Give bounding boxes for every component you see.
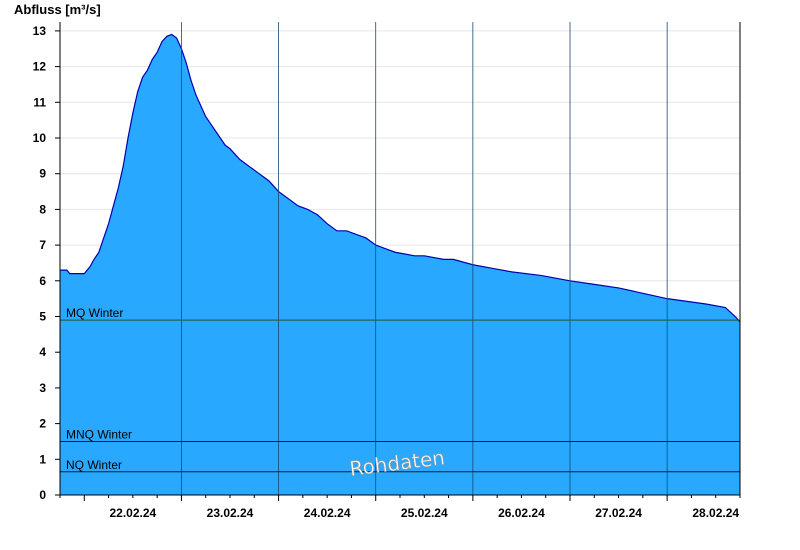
y-tick-label: 11 <box>33 95 46 109</box>
y-tick-label: 12 <box>33 60 47 74</box>
y-tick-label: 6 <box>39 274 46 288</box>
y-tick-label: 13 <box>33 24 47 38</box>
x-axis-ticks: 22.02.24 23.02.24 24.02.24 25.02.24 26.02.24… <box>59 495 741 520</box>
x-tick-label: 25.02.24 <box>401 506 448 520</box>
x-tick-label: 24.02.24 <box>304 506 351 520</box>
y-tick-label: 0 <box>39 488 46 502</box>
x-tick-label: 22.02.24 <box>109 506 156 520</box>
y-tick-label: 5 <box>39 310 46 324</box>
discharge-area <box>60 34 740 495</box>
y-tick-label: 8 <box>39 202 46 216</box>
y-tick-label: 10 <box>33 131 47 145</box>
reference-line-label: NQ Winter <box>66 458 122 472</box>
x-tick-label: 23.02.24 <box>207 506 254 520</box>
reference-line-label: MQ Winter <box>66 306 123 320</box>
x-tick-label: 26.02.24 <box>498 506 545 520</box>
reference-lines: MQ Winter MNQ Winter NQ Winter <box>60 306 740 473</box>
y-tick-label: 2 <box>39 417 46 431</box>
discharge-line <box>60 33 741 323</box>
x-tick-label: 27.02.24 <box>595 506 642 520</box>
x-tick-label: 28.02.24 <box>692 506 739 520</box>
y-tick-label: 7 <box>39 238 46 252</box>
reference-line-label: MNQ Winter <box>66 427 132 441</box>
day-boundary-lines <box>181 22 668 495</box>
y-tick-label: 4 <box>39 345 46 359</box>
y-tick-label: 1 <box>39 452 46 466</box>
y-tick-label: 3 <box>39 381 46 395</box>
y-tick-label: 9 <box>39 167 46 181</box>
chart-title: Abfluss [m³/s] <box>14 2 101 17</box>
